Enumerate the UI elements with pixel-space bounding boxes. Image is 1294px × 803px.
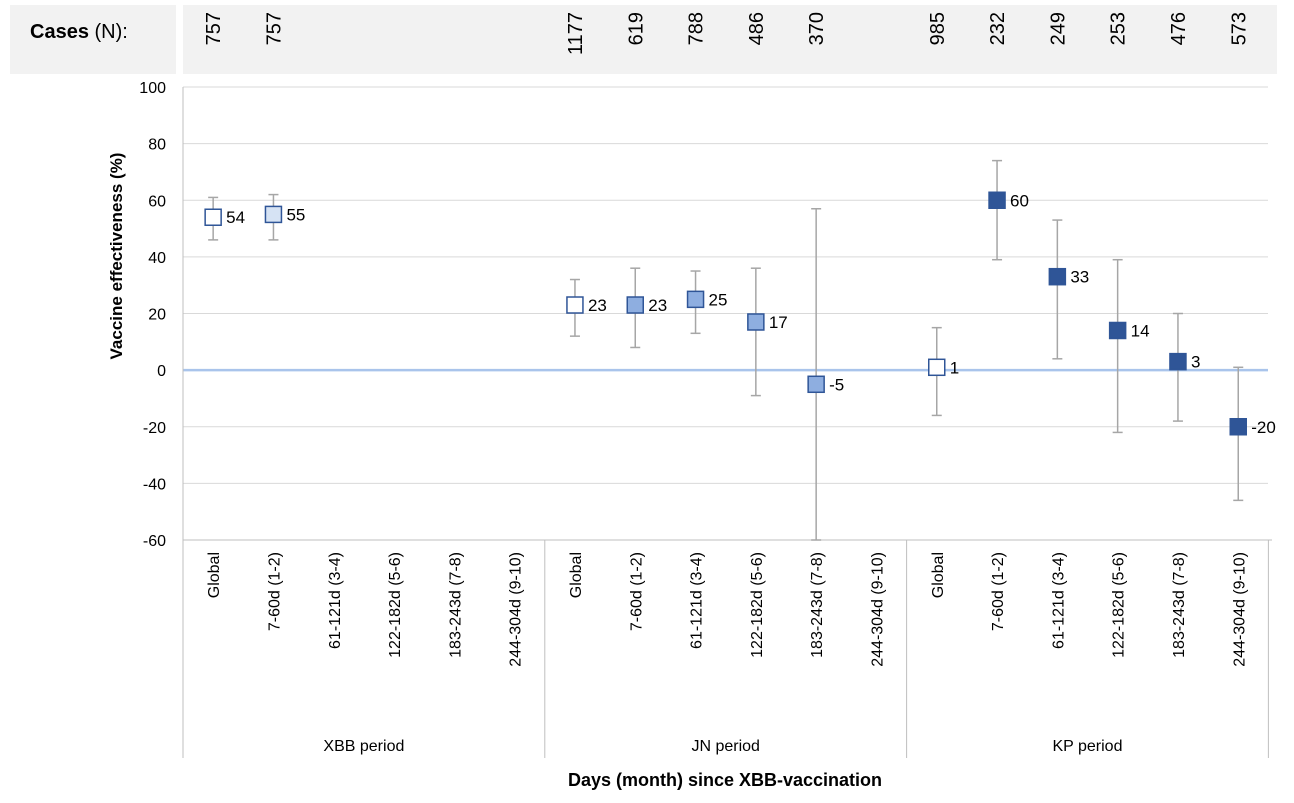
- x-tick-label: 122-182d (5-6): [387, 552, 404, 658]
- data-marker: [626, 296, 644, 314]
- x-tick-label: 61-121d (3-4): [327, 552, 344, 649]
- data-label: 1: [950, 358, 959, 377]
- cases-count: 1177: [565, 12, 587, 55]
- data-marker: [1229, 418, 1247, 436]
- data-marker: [1108, 321, 1127, 340]
- gridlines: [183, 86, 1268, 541]
- cases-count: 757: [263, 12, 285, 45]
- data-points: 54 55 23 23 25 17 -5 1 60 33 14 3 -20: [204, 159, 1276, 541]
- data-marker: [264, 205, 283, 224]
- x-tick-label: 244-304d (9-10): [1231, 552, 1248, 667]
- cases-count: 573: [1228, 12, 1250, 45]
- x-tick-label: 244-304d (9-10): [869, 552, 886, 667]
- x-tick-label: Global: [206, 552, 223, 598]
- x-tick-label: 183-243d (7-8): [809, 552, 826, 658]
- x-tick-label: 183-243d (7-8): [1171, 552, 1188, 658]
- data-marker: [686, 290, 705, 309]
- y-tick-label: 60: [148, 193, 166, 210]
- cases-band-bg: [183, 5, 1277, 74]
- data-marker: [928, 358, 946, 377]
- data-marker: [988, 191, 1006, 209]
- data-label: 60: [1010, 191, 1029, 210]
- x-tick-label: 61-121d (3-4): [1050, 552, 1067, 649]
- axes: -60 -40 -20 0 20 40 60 80 100 757 Global 757 7-60d (…: [139, 12, 1272, 758]
- cases-count: 370: [806, 12, 828, 45]
- data-label: 23: [588, 296, 607, 315]
- data-label: 55: [286, 205, 305, 224]
- cases-label: Cases (N):: [30, 21, 128, 43]
- cases-count: 788: [686, 12, 708, 45]
- y-tick-label: -60: [143, 533, 166, 550]
- y-axis-label: Vaccine effectiveness (%): [107, 153, 126, 360]
- y-tick-label: -20: [143, 420, 166, 437]
- data-marker: [747, 313, 765, 331]
- cases-band-label-bg: [10, 5, 176, 74]
- data-label: 17: [769, 313, 788, 332]
- group-label: KP period: [1053, 738, 1123, 755]
- data-marker: [204, 208, 222, 226]
- y-tick-label: 100: [139, 80, 166, 97]
- x-tick-label: 122-182d (5-6): [1111, 552, 1128, 658]
- cases-count: 253: [1108, 12, 1130, 45]
- x-tick-label: 244-304d (9-10): [508, 552, 525, 667]
- group-label: XBB period: [323, 738, 404, 755]
- data-label: 54: [226, 208, 245, 227]
- x-tick-label: Global: [568, 552, 585, 598]
- cases-count: 757: [203, 12, 225, 45]
- y-tick-label: 40: [148, 250, 166, 267]
- data-label: 25: [709, 290, 728, 309]
- data-label: 33: [1070, 268, 1089, 287]
- y-tick-label: 20: [148, 307, 166, 324]
- x-tick-label: 61-121d (3-4): [689, 552, 706, 649]
- y-tick-label: 0: [157, 363, 166, 380]
- x-tick-label: Global: [930, 552, 947, 598]
- x-tick-label: 7-60d (1-2): [628, 552, 645, 631]
- x-tick-label: 7-60d (1-2): [990, 552, 1007, 631]
- x-tick-label: 122-182d (5-6): [749, 552, 766, 658]
- cases-count: 486: [746, 12, 768, 45]
- data-label: 14: [1131, 321, 1150, 340]
- y-tick-label: 80: [148, 137, 166, 154]
- cases-count: 249: [1047, 12, 1069, 45]
- data-label: 23: [648, 296, 667, 315]
- data-marker: [566, 296, 584, 314]
- data-label: -5: [829, 375, 844, 394]
- x-tick-label: 7-60d (1-2): [266, 552, 283, 631]
- data-label: 3: [1191, 353, 1200, 372]
- cases-label-bold: Cases: [30, 21, 89, 43]
- cases-count: 985: [927, 12, 949, 45]
- data-marker: [1048, 267, 1067, 286]
- data-marker: [807, 375, 825, 394]
- data-marker: [1169, 352, 1187, 371]
- y-tick-label: -40: [143, 476, 166, 493]
- x-axis-label: Days (month) since XBB-vaccination: [568, 770, 882, 790]
- data-label: -20: [1251, 418, 1276, 437]
- x-tick-label: 183-243d (7-8): [447, 552, 464, 658]
- cases-count: 476: [1168, 12, 1190, 45]
- cases-label-rest: (N):: [89, 21, 128, 43]
- cases-count: 619: [625, 12, 647, 45]
- cases-count: 232: [987, 12, 1009, 45]
- group-label: JN period: [691, 738, 759, 755]
